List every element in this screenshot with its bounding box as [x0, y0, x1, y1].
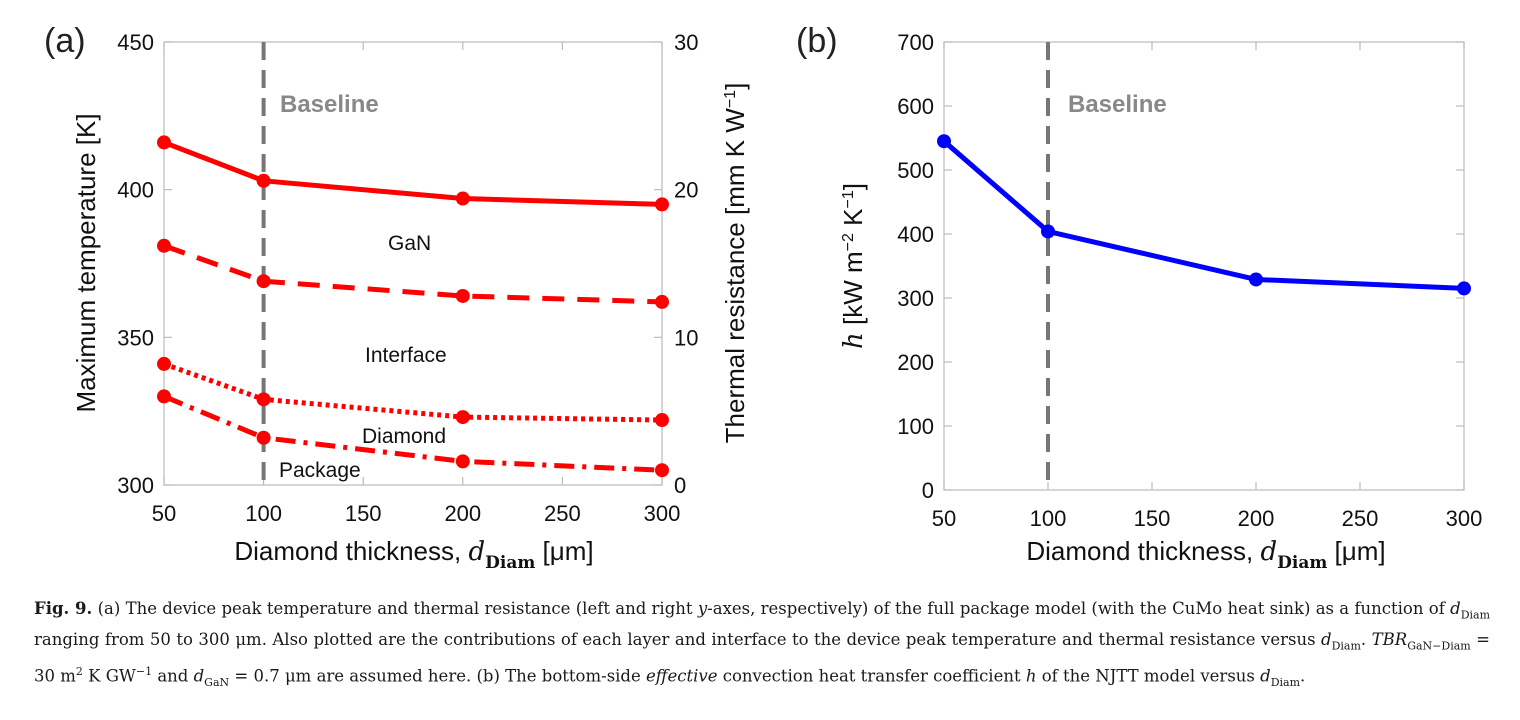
data-point-package	[157, 389, 171, 404]
series-line-package	[163, 394, 663, 473]
x-tick-label: 300	[1446, 506, 1483, 531]
annotation-gan: GaN	[388, 232, 431, 255]
panel-b-x-axis-label: Diamond thickness, dDiam [μm]	[1026, 536, 1385, 573]
panel-b-series	[937, 134, 1471, 296]
y-tick-label: 600	[897, 94, 934, 119]
panel-a-frame	[163, 41, 663, 486]
y-tick-label: 300	[117, 473, 154, 498]
data-point-gan	[455, 191, 470, 206]
panel-a-y-axis-label: Maximum temperature [K]	[71, 113, 101, 412]
x-tick-label: 200	[444, 501, 481, 526]
y-tick-label: 500	[897, 158, 934, 183]
x-tick-label: 200	[1238, 506, 1275, 531]
data-point-package	[655, 463, 669, 478]
data-point-gan	[157, 135, 171, 150]
y-tick-label: 450	[117, 30, 154, 55]
y-tick-label: 100	[897, 414, 934, 439]
x-tick-label: 150	[345, 501, 382, 526]
panel-a-label: (a)	[44, 22, 86, 60]
data-point-diamond	[455, 410, 470, 425]
data-point-diamond	[655, 413, 669, 428]
panel-a-x-ticks: 50 100 150 200 250 300	[152, 42, 681, 526]
y2-tick-label: 0	[674, 473, 686, 498]
data-point-h	[937, 134, 951, 149]
panel-b-x-ticks: 50 100 150 200 250 300	[932, 42, 1483, 531]
x-tick-label: 100	[245, 501, 282, 526]
panel-b-y-ticks: 0 100 200 300 400 500 600 700	[897, 30, 1464, 503]
data-point-gan	[256, 173, 271, 188]
x-tick-label: 300	[644, 501, 681, 526]
data-point-interface	[655, 294, 669, 309]
data-point-h	[1041, 224, 1055, 239]
data-point-interface	[157, 238, 171, 253]
y2-tick-label: 10	[674, 325, 698, 350]
data-point-h	[1457, 281, 1471, 296]
y2-tick-label: 20	[674, 178, 698, 203]
y-tick-label: 0	[922, 478, 934, 503]
figure-canvas: (a) 300 350 400 450 0 10 20 30 50 100 150 200 250 3…	[44, 22, 1482, 573]
y-tick-label: 700	[897, 30, 934, 55]
panel-a-y-ticks: 300 350 400 450	[117, 30, 172, 498]
panel-b-frame	[943, 41, 1465, 491]
series-line-h	[942, 139, 1465, 291]
y-tick-label: 400	[117, 178, 154, 203]
data-point-diamond	[256, 392, 271, 407]
panel-a: (a) 300 350 400 450 0 10 20 30 50 100 150 200 250 3…	[44, 22, 750, 573]
x-tick-label: 50	[152, 501, 176, 526]
x-tick-label: 100	[1030, 506, 1067, 531]
data-point-package	[256, 430, 271, 445]
y-tick-label: 400	[897, 222, 934, 247]
data-point-package	[455, 454, 470, 469]
series-line-diamond	[163, 361, 663, 423]
y-tick-label: 300	[897, 286, 934, 311]
data-point-gan	[655, 197, 669, 212]
data-point-interface	[455, 288, 470, 303]
x-tick-label: 250	[1342, 506, 1379, 531]
panel-a-x-axis-label: Diamond thickness, dDiam [μm]	[234, 536, 593, 573]
panel-b-label: (b)	[796, 22, 838, 60]
x-tick-label: 50	[932, 506, 956, 531]
figure-caption: Fig. 9. (a) The device peak temperature …	[34, 599, 1491, 689]
data-point-h	[1249, 272, 1263, 287]
series-line-interface	[163, 243, 663, 305]
panel-b: (b) 0 100 200 300 400 500 600 700 50 100 150 200 25…	[796, 22, 1482, 573]
caption-label: Fig. 9.	[34, 599, 93, 618]
y-tick-label: 350	[117, 325, 154, 350]
annotation-interface: Interface	[365, 344, 447, 367]
panel-a-y2-axis-label: Thermal resistance [mm K W−1]	[720, 83, 750, 444]
panel-b-y-axis-label: h [kW m−2 K−1]	[838, 183, 869, 349]
y-tick-label: 200	[897, 350, 934, 375]
x-tick-label: 250	[544, 501, 581, 526]
panel-b-baseline-label: Baseline	[1068, 91, 1167, 118]
annotation-package: Package	[279, 459, 361, 482]
series-line-gan	[163, 140, 663, 207]
data-point-diamond	[157, 356, 171, 371]
data-point-interface	[256, 274, 271, 289]
x-tick-label: 150	[1134, 506, 1171, 531]
panel-a-series	[157, 135, 669, 478]
annotation-diamond: Diamond	[362, 425, 446, 448]
panel-a-y2-ticks: 0 10 20 30	[654, 30, 698, 498]
y2-tick-label: 30	[674, 30, 698, 55]
panel-a-baseline-label: Baseline	[280, 91, 379, 118]
